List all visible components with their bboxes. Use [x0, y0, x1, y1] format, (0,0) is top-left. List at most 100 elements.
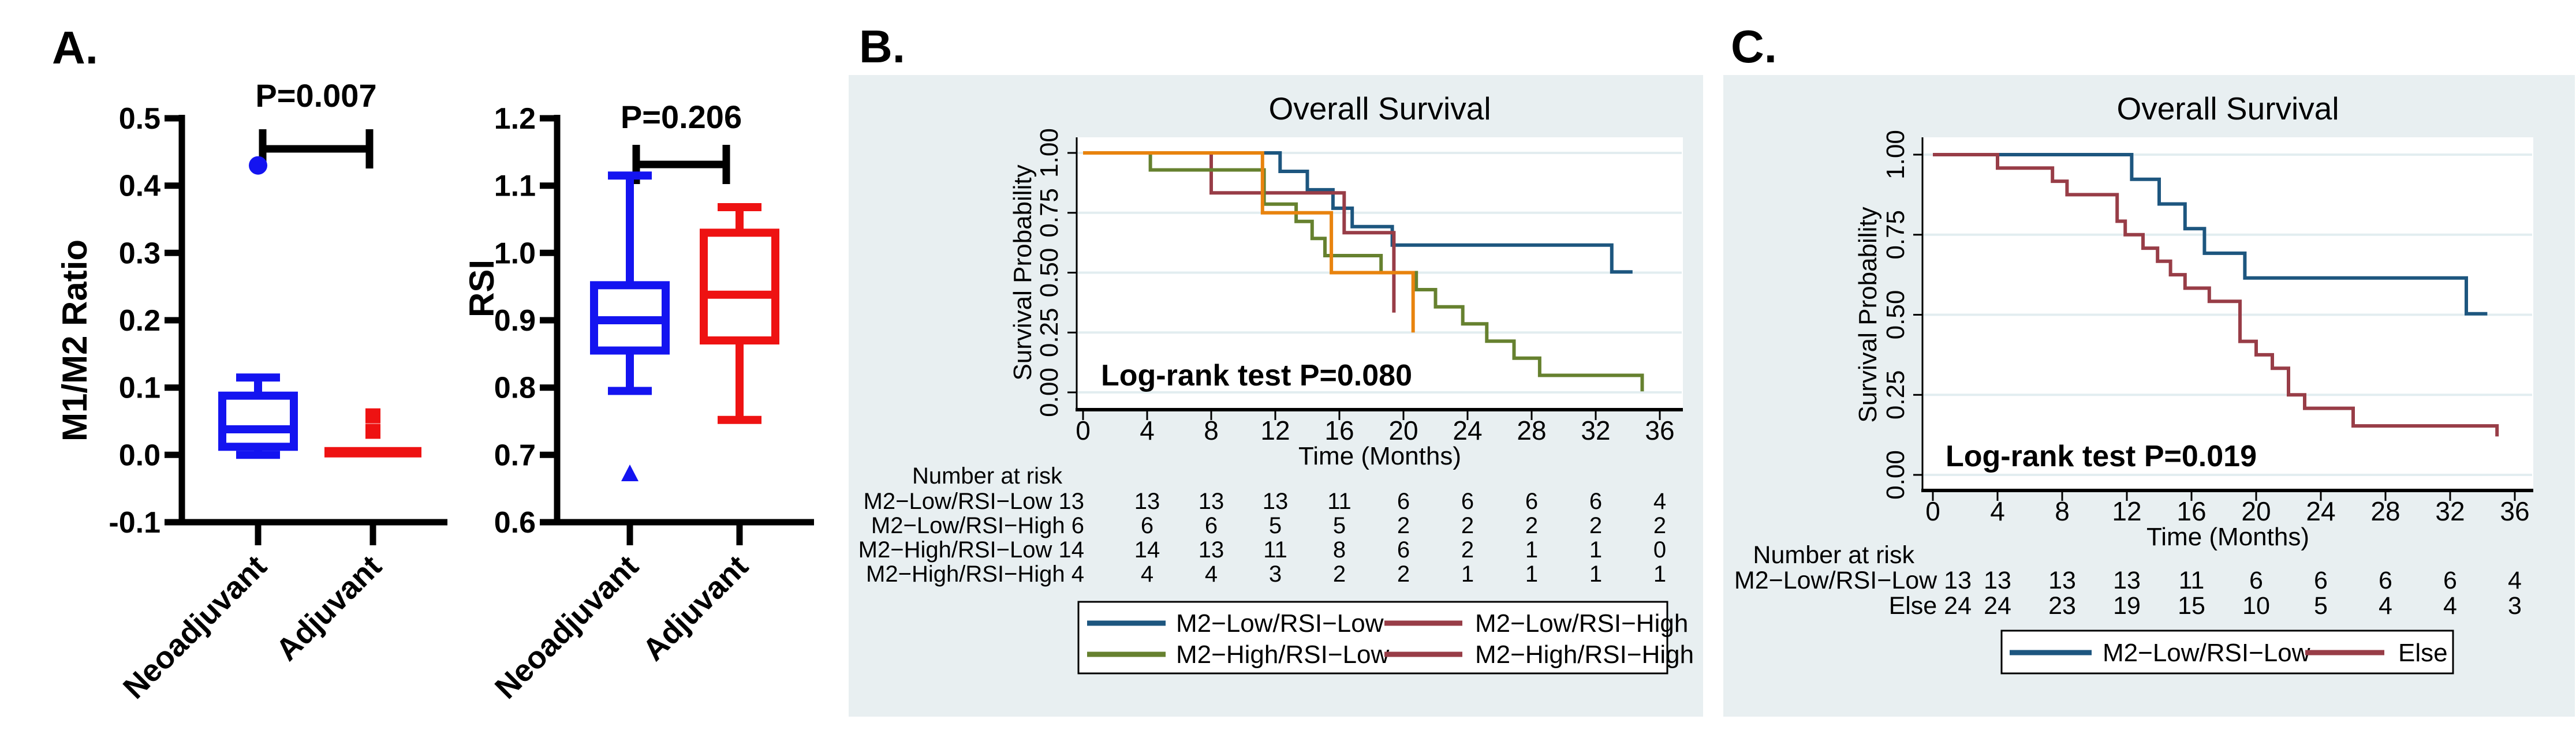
- risk-value: 5: [2314, 592, 2328, 620]
- y-tick-label: 0.25: [1035, 308, 1063, 357]
- risk-value: 14: [1134, 537, 1160, 563]
- risk-row-label: M2−High/RSI−Low 14: [858, 537, 1084, 563]
- risk-value: 4: [2508, 567, 2522, 594]
- risk-value: 4: [1205, 561, 1218, 587]
- risk-row-label: Else 24: [1889, 592, 1972, 620]
- y-tick-label: 0.4: [119, 170, 160, 203]
- y-tick-label: 0.5: [119, 102, 160, 136]
- risk-value: 4: [1653, 489, 1666, 514]
- risk-value: 15: [2178, 592, 2205, 620]
- x-tick-label: 32: [1581, 415, 1610, 445]
- box-group-Neoadjuvant: [218, 156, 298, 459]
- risk-value: 13: [1199, 489, 1224, 514]
- box-group-Neoadjuvant: [590, 171, 670, 481]
- y-tick-label: 0.00: [1881, 450, 1910, 500]
- x-tick-label: 28: [2370, 496, 2400, 526]
- y-tick-label: 0.50: [1881, 290, 1910, 340]
- legend-label: Else: [2398, 639, 2448, 667]
- legend-label: M2−High/RSI−Low: [1176, 640, 1390, 669]
- p-value: P=0.007: [255, 77, 376, 114]
- chart-title: Overall Survival: [1268, 91, 1491, 126]
- risk-value: 3: [2508, 592, 2522, 620]
- x-tick-label: 12: [1260, 415, 1290, 445]
- x-category-label: Adjuvant: [270, 549, 389, 668]
- risk-value: 13: [1984, 567, 2011, 594]
- y-axis-title: M1/M2 Ratio: [55, 239, 94, 441]
- risk-value: 6: [1397, 489, 1410, 514]
- x-tick-label: 36: [2500, 496, 2529, 526]
- risk-value: 24: [1984, 592, 2011, 620]
- risk-value: 3: [1269, 561, 1282, 587]
- risk-value: 13: [1263, 489, 1289, 514]
- panel-label: C.: [1731, 21, 1777, 72]
- logrank-annotation: Log-rank test P=0.080: [1101, 359, 1412, 392]
- y-tick-label: 0.2: [119, 304, 160, 338]
- km-curve-M2−High/RSI−Low: [1083, 151, 1644, 392]
- risk-value: 19: [2113, 592, 2141, 620]
- risk-value: 13: [1199, 537, 1224, 563]
- x-tick-label: 8: [1204, 415, 1219, 445]
- chart-title: Overall Survival: [2116, 91, 2339, 126]
- risk-value: 2: [1397, 513, 1410, 538]
- risk-value: 13: [2048, 567, 2076, 594]
- risk-value: 4: [2379, 592, 2392, 620]
- risk-row-label: M2−Low/RSI−Low 13: [1734, 567, 1972, 594]
- risk-value: 11: [2179, 567, 2205, 594]
- risk-value: 2: [1397, 561, 1410, 587]
- risk-value: 2: [1461, 537, 1474, 563]
- x-tick-label: 16: [2176, 496, 2206, 526]
- x-tick-label: 20: [1388, 415, 1418, 445]
- x-tick-label: 0: [1076, 415, 1091, 445]
- outlier-square: [365, 408, 380, 424]
- risk-value: 1: [1461, 561, 1474, 587]
- y-axis-title: Survival Probability: [1854, 207, 1882, 422]
- y-tick-label: 1.00: [1035, 128, 1063, 178]
- legend-label: M2−Low/RSI−Low: [1176, 609, 1384, 638]
- risk-value: 6: [1141, 513, 1153, 538]
- risk-value: 5: [1269, 513, 1282, 538]
- risk-value: 2: [1589, 513, 1602, 538]
- legend-label: M2−Low/RSI−High: [1475, 609, 1688, 638]
- risk-value: 6: [2379, 567, 2392, 594]
- box-group-Adjuvant: [324, 408, 421, 458]
- km-curve-Else: [1933, 153, 2499, 437]
- risk-row-label: M2−Low/RSI−Low 13: [864, 489, 1084, 514]
- y-tick-label: 1.00: [1881, 130, 1910, 179]
- y-tick-label: 0.7: [494, 439, 536, 472]
- x-axis-title: Time (Months): [1298, 442, 1461, 470]
- risk-value: 11: [1327, 489, 1352, 514]
- risk-value: 23: [2048, 592, 2076, 620]
- risk-value: 1: [1525, 561, 1538, 587]
- risk-value: 6: [2314, 567, 2328, 594]
- risk-value: 8: [1333, 537, 1346, 563]
- y-tick-label: 0.25: [1881, 370, 1910, 419]
- boxplot-A-right: 1.2 1.1 1.0 0.9 0.8 0.7 0.6 RSI P=0.206 Neoadjuva…: [462, 99, 814, 706]
- panel-a-label: A.: [52, 22, 98, 73]
- y-tick-label: 0.75: [1881, 210, 1910, 260]
- x-tick-label: 36: [1645, 415, 1674, 445]
- boxplot-A-left: 0.5 0.4 0.3 0.2 0.1 0.0 -0.1 M1/M2 Ratio P=0.007…: [55, 77, 447, 706]
- risk-value: 11: [1263, 537, 1287, 563]
- y-tick-label: 1.1: [494, 170, 536, 203]
- panel-label: B.: [859, 21, 905, 72]
- x-tick-label: 28: [1517, 415, 1546, 445]
- risk-value: 1: [1653, 561, 1666, 587]
- risk-value: 2: [1653, 513, 1666, 538]
- y-tick-label: 0.0: [119, 439, 160, 472]
- x-axis-title: Time (Months): [2146, 523, 2309, 551]
- x-tick-label: 4: [1990, 496, 2005, 526]
- logrank-annotation: Log-rank test P=0.019: [1946, 440, 2257, 473]
- y-tick-label: 0.3: [119, 237, 160, 270]
- risk-value: 2: [1333, 561, 1346, 587]
- x-category-label: Adjuvant: [636, 549, 755, 668]
- risk-value: 6: [1589, 489, 1602, 514]
- risk-value: 6: [2249, 567, 2263, 594]
- legend-label: M2−High/RSI−High: [1475, 640, 1694, 669]
- outlier-triangle: [621, 464, 639, 481]
- y-tick-label: 0.75: [1035, 188, 1063, 238]
- p-value: P=0.206: [621, 99, 742, 135]
- risk-value: 2: [1525, 513, 1538, 538]
- risk-value: 2: [1461, 513, 1474, 538]
- risk-value: 6: [1205, 513, 1218, 538]
